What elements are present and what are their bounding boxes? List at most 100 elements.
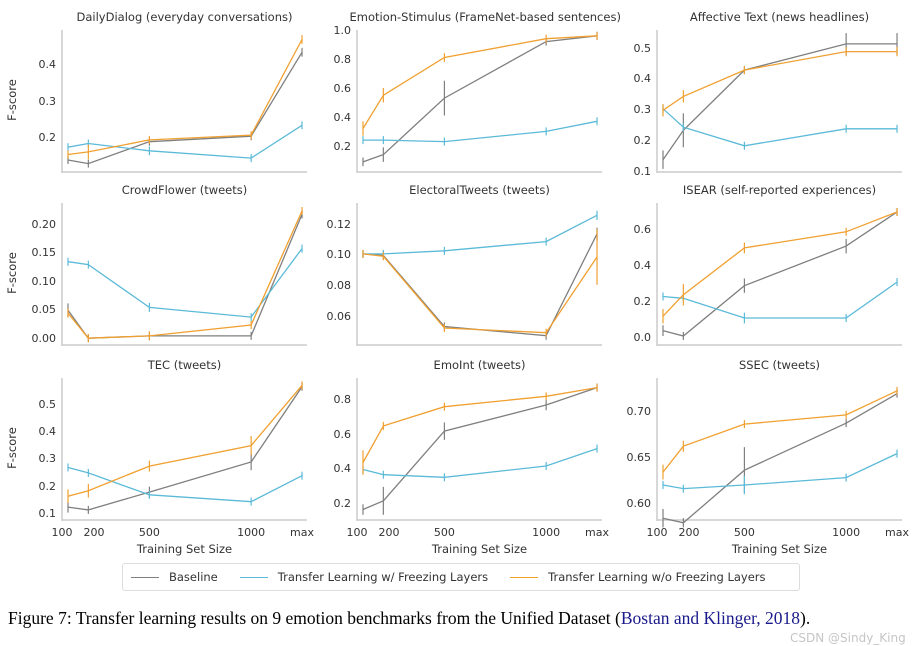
series-line-transfer-learning-w-freezing-layers <box>362 447 598 478</box>
series-line-transfer-learning-w-freezing-layers <box>662 281 898 319</box>
series-line-transfer-learning-w-o-freezing-layers <box>662 211 898 317</box>
series-line-baseline <box>362 233 598 337</box>
x-tick-label: 100 <box>51 526 73 539</box>
subplot-title: DailyDialog (everyday conversations) <box>76 10 293 24</box>
series-line-baseline <box>67 214 303 339</box>
y-tick-label: 0.2 <box>333 140 352 154</box>
y-tick-label: 0.4 <box>333 462 352 476</box>
y-axis-label: F-score <box>5 252 19 294</box>
y-tick-label: 0.2 <box>38 479 57 493</box>
series-line-transfer-learning-w-freezing-layers <box>67 248 303 318</box>
watermark: CSDN @Sindy_King <box>790 631 906 645</box>
x-tick-label: 1000 <box>237 526 266 539</box>
series-line-transfer-learning-w-freezing-layers <box>67 124 303 159</box>
y-tick-label: 0.8 <box>333 392 352 406</box>
series-line-baseline <box>67 51 303 165</box>
y-tick-label: 0.12 <box>326 217 352 231</box>
series-line-transfer-learning-w-o-freezing-layers <box>362 35 598 129</box>
series-line-transfer-learning-w-o-freezing-layers <box>662 390 898 473</box>
y-tick-label: 0.2 <box>333 497 352 511</box>
figure-caption: Figure 7: Transfer learning results on 9… <box>8 608 810 629</box>
y-tick-label: 0.4 <box>38 58 57 72</box>
y-tick-label: 0.06 <box>326 310 352 324</box>
y-tick-label: 0.3 <box>38 94 57 108</box>
x-tick-label: 500 <box>138 526 160 539</box>
subplot-title: Affective Text (news headlines) <box>689 10 870 24</box>
x-tick-label: max <box>885 526 909 539</box>
y-axis-label: F-score <box>5 79 19 121</box>
y-tick-label: 0.1 <box>633 165 652 178</box>
series-line-transfer-learning-w-freezing-layers <box>662 108 897 147</box>
subplot-title: CrowdFlower (tweets) <box>121 183 248 197</box>
y-tick-label: 0.5 <box>38 397 57 411</box>
x-tick-label: 100 <box>646 526 668 539</box>
x-tick-label: 1000 <box>532 526 561 539</box>
legend-label: Transfer Learning w/ Freezing Layers <box>277 570 489 584</box>
y-tick-label: 0.2 <box>633 134 652 148</box>
subplot-title: SSEC (tweets) <box>738 358 821 372</box>
subplot-title: ISEAR (self-reported experiences) <box>682 183 877 197</box>
y-tick-label: 0.8 <box>333 53 352 67</box>
y-tick-label: 0.2 <box>38 131 57 145</box>
y-tick-label: 0.3 <box>633 103 652 117</box>
x-axis-label: Training Set Size <box>731 542 828 556</box>
x-tick-label: max <box>290 526 314 539</box>
legend-item-freezing: Transfer Learning w/ Freezing Layers <box>239 570 489 584</box>
y-tick-label: 0.6 <box>333 427 352 441</box>
y-tick-label: 0.0 <box>633 330 652 344</box>
series-line-transfer-learning-w-o-freezing-layers <box>362 253 598 334</box>
y-tick-label: 0.60 <box>626 497 652 511</box>
legend-label: Transfer Learning w/o Freezing Layers <box>548 570 766 584</box>
subplot-title: TEC (tweets) <box>147 358 222 372</box>
series-line-baseline <box>662 43 897 161</box>
series-line-baseline <box>67 386 303 511</box>
series-line-transfer-learning-w-freezing-layers <box>363 120 598 143</box>
subplot-grid <box>61 30 902 528</box>
citation-link[interactable]: Bostan and Klinger, 2018 <box>620 608 800 628</box>
series-line-baseline <box>362 386 598 511</box>
y-axis-label: F-score <box>5 427 19 469</box>
caption-end: ). <box>800 608 811 628</box>
y-tick-label: 0.1 <box>38 506 57 520</box>
legend-label: Baseline <box>169 570 218 584</box>
y-tick-label: 0.05 <box>31 303 57 317</box>
legend-item-baseline: Baseline <box>131 570 218 584</box>
legend-swatch-no-freezing <box>510 576 539 578</box>
y-tick-label: 0.5 <box>633 41 652 55</box>
y-tick-label: 0.10 <box>326 248 352 262</box>
legend: Baseline Transfer Learning w/ Freezing L… <box>122 563 800 591</box>
series-line-transfer-learning-w-o-freezing-layers <box>362 386 598 463</box>
y-tick-label: 0.3 <box>38 452 57 466</box>
legend-swatch-baseline <box>131 576 159 578</box>
y-tick-label: 0.2 <box>633 294 652 308</box>
series-line-transfer-learning-w-freezing-layers <box>363 214 598 255</box>
series-line-transfer-learning-w-o-freezing-layers <box>67 384 303 497</box>
y-tick-label: 0.20 <box>31 217 57 231</box>
x-tick-label: 1000 <box>832 526 861 539</box>
y-tick-label: 0.4 <box>633 258 652 272</box>
y-tick-label: 0.08 <box>326 279 352 293</box>
x-tick-label: 200 <box>678 526 700 539</box>
series-line-transfer-learning-w-o-freezing-layers <box>67 39 303 156</box>
y-tick-label: 0.6 <box>633 222 652 236</box>
x-tick-label: 500 <box>733 526 755 539</box>
subplot-title: ElectoralTweets (tweets) <box>409 183 550 197</box>
caption-text: Figure 7: Transfer learning results on 9… <box>8 608 621 628</box>
x-tick-label: max <box>585 526 609 539</box>
series-line-baseline <box>362 35 598 163</box>
x-tick-label: 200 <box>83 526 105 539</box>
y-tick-label: 0.00 <box>31 331 57 345</box>
y-tick-label: 0.4 <box>333 111 352 125</box>
x-tick-label: 500 <box>433 526 455 539</box>
y-tick-label: 1.0 <box>333 24 352 38</box>
legend-item-no-freezing: Transfer Learning w/o Freezing Layers <box>510 570 766 584</box>
legend-swatch-freezing <box>239 576 268 578</box>
y-tick-label: 0.4 <box>38 424 57 438</box>
y-tick-label: 0.65 <box>626 451 652 465</box>
y-tick-label: 0.10 <box>31 274 57 288</box>
y-tick-label: 0.70 <box>626 405 652 419</box>
y-tick-label: 0.4 <box>633 72 652 86</box>
x-axis-label: Training Set Size <box>136 542 233 556</box>
x-tick-label: 200 <box>378 526 400 539</box>
